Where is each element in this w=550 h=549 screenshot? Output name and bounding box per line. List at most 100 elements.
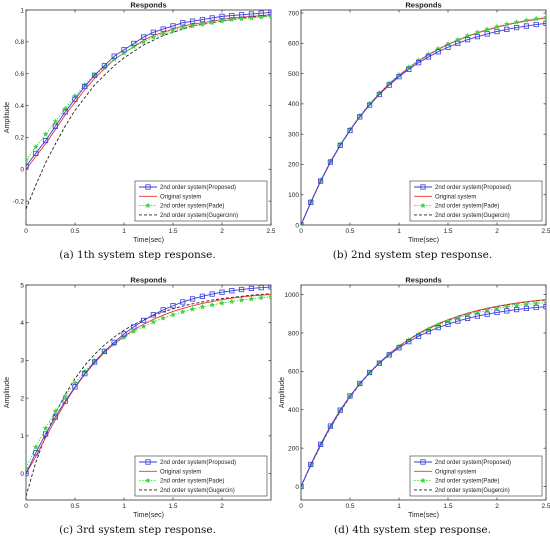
- legend-entry-pade-d: 2nd order system(Pade): [435, 479, 499, 485]
- x-tick-label-b: 0: [299, 228, 303, 235]
- x-tick-label-c: 0: [24, 503, 28, 510]
- data-point-proposed-c: [131, 324, 137, 330]
- data-point-pade-c: [258, 294, 265, 301]
- series-group-c: [26, 285, 271, 497]
- y-tick-label-c: 0: [20, 471, 24, 478]
- data-point-proposed-c: [33, 450, 39, 456]
- data-point-proposed-a: [131, 40, 137, 47]
- data-point-pade-d: [513, 302, 520, 309]
- x-tick-label-c: 1.5: [168, 503, 177, 510]
- data-point-pade-c: [238, 296, 245, 303]
- data-point-pade-c: [130, 328, 137, 334]
- data-point-proposed-a: [43, 137, 49, 144]
- legend-entry-original-b: Original system: [435, 194, 476, 200]
- data-point-pade-b: [415, 57, 422, 63]
- data-point-proposed-b: [445, 44, 451, 50]
- data-point-pade-a: [52, 118, 59, 125]
- legend-entry-gugercin-a: 2nd order system(Gugercinn): [160, 213, 238, 219]
- data-point-proposed-b: [543, 20, 546, 26]
- chart-panel-a: Responds 0 0.5 1 1.5 2 2.5 -0.2 0 0.2 0.4 0.6 0.8 1 Ti…: [0, 0, 275, 274]
- y-tick-label-b: 300: [288, 131, 299, 138]
- data-point-pade-c: [72, 379, 78, 386]
- y-tick-label-b: 100: [288, 192, 299, 199]
- data-point-proposed-b: [533, 21, 539, 28]
- caption-b: (b) 2nd system step response.: [332, 249, 493, 261]
- data-point-proposed-c: [180, 299, 186, 305]
- y-tick-label-b: 400: [288, 101, 299, 108]
- y-axis-label-a: Amplitude: [4, 102, 11, 133]
- legend-c: 2nd order system(Proposed) Original syste…: [134, 455, 268, 497]
- chart-title-b: Responds: [405, 1, 441, 10]
- data-point-proposed-c: [62, 398, 68, 404]
- data-point-proposed-a: [101, 63, 107, 69]
- data-point-proposed-c: [238, 286, 245, 293]
- data-point-pade-a: [170, 27, 176, 34]
- data-point-pade-c: [150, 318, 157, 325]
- legend-entry-gugercin-d: 2nd order system(Gugercin): [435, 488, 510, 494]
- data-point-proposed-b: [494, 28, 500, 35]
- data-point-proposed-d: [376, 360, 382, 366]
- data-point-proposed-c: [72, 384, 78, 390]
- legend-entry-proposed-a: 2nd order system(Proposed): [160, 185, 236, 191]
- data-point-pade-d: [494, 305, 500, 311]
- legend-box-a: [134, 180, 268, 222]
- data-point-proposed-a: [199, 16, 205, 23]
- legend-marker-proposed-b: [420, 184, 426, 190]
- data-point-pade-c: [62, 393, 69, 399]
- data-point-proposed-c: [101, 348, 107, 354]
- data-point-proposed-a: [33, 150, 39, 156]
- chart-panel-c: Responds 0 0.5 1 1.5 2 0 1 2 3 4 5 Time(sec) Amplitud…: [0, 275, 275, 549]
- data-point-proposed-a: [180, 20, 186, 26]
- x-axis-label-d: Time(sec): [408, 512, 439, 519]
- data-point-proposed-d: [435, 325, 441, 331]
- data-point-pade-c: [140, 323, 147, 330]
- y-tick-label-d: 800: [288, 330, 299, 337]
- data-point-proposed-b: [484, 31, 490, 37]
- data-point-pade-c: [228, 298, 235, 305]
- chart-c-svg: Responds 0 0.5 1 1.5 2 0 1 2 3 4 5 Time(sec) Amplitud…: [4, 276, 272, 519]
- data-point-proposed-c: [82, 371, 88, 377]
- data-point-proposed-b: [435, 49, 441, 55]
- data-point-proposed-a: [238, 12, 245, 18]
- data-point-proposed-a: [268, 10, 271, 15]
- data-point-proposed-b: [357, 114, 363, 120]
- chart-panel-b: Responds 0 0.5 1 1.5 2 2.5 0 100 200 300 400 500 600 7…: [275, 0, 550, 274]
- data-point-proposed-b: [367, 102, 373, 108]
- data-point-proposed-a: [140, 34, 147, 40]
- legend-entry-proposed-b: 2nd order system(Proposed): [435, 185, 511, 191]
- y-tick-label-a: 0: [20, 167, 24, 174]
- data-point-pade-c: [199, 303, 206, 310]
- data-point-proposed-c: [43, 431, 49, 437]
- y-tick-label-d: 0: [295, 484, 299, 491]
- data-point-proposed-b: [464, 37, 471, 43]
- data-point-proposed-d: [347, 393, 353, 399]
- data-point-proposed-c: [209, 291, 215, 297]
- data-point-proposed-b: [455, 40, 461, 46]
- x-tick-label-a: 0.5: [70, 228, 79, 235]
- y-tick-label-a: 0.2: [15, 135, 24, 142]
- series-group-b: [301, 14, 546, 225]
- legend-box-b: [409, 180, 543, 222]
- chart-title-c: Responds: [130, 276, 166, 285]
- series-line-pade-c: [26, 296, 271, 469]
- x-tick-label-d: 0: [299, 503, 303, 510]
- legend-entry-gugercin-b: 2nd order system(Gugercin): [435, 213, 510, 219]
- data-point-pade-b: [543, 14, 546, 20]
- legend-d: 2nd order system(Proposed) Original syste…: [409, 455, 543, 497]
- data-point-pade-b: [513, 18, 520, 25]
- y-tick-label-a: -0.2: [13, 198, 25, 205]
- data-point-pade-a: [268, 13, 271, 19]
- data-point-proposed-c: [52, 414, 59, 420]
- y-tick-label-d: 200: [288, 445, 299, 452]
- data-point-pade-a: [248, 14, 255, 21]
- x-tick-label-a: 2: [220, 228, 224, 235]
- legend-a: 2nd order system(Proposed) Original syste…: [134, 180, 268, 222]
- data-point-proposed-c: [248, 285, 254, 291]
- data-point-pade-a: [140, 38, 147, 45]
- x-tick-label-a: 0: [24, 228, 28, 235]
- data-point-pade-b: [464, 32, 471, 39]
- data-point-pade-a: [219, 18, 225, 24]
- x-axis-label-b: Time(sec): [408, 237, 439, 244]
- data-point-proposed-d: [308, 461, 314, 468]
- series-line-gugercin-c: [26, 293, 271, 497]
